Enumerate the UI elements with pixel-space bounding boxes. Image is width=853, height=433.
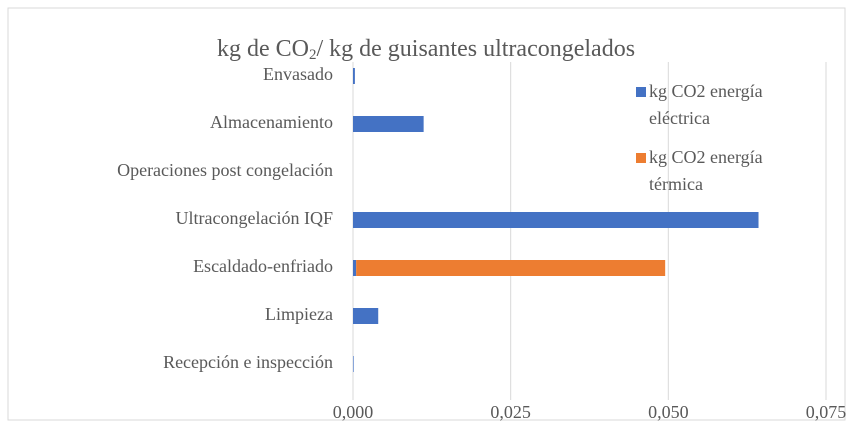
x-tick-label: 0,050 xyxy=(648,402,689,422)
y-tick-label: Escaldado-enfriado xyxy=(193,256,333,276)
y-tick-label: Recepción e inspección xyxy=(163,352,333,372)
x-tick-label: 0,000 xyxy=(333,402,374,422)
y-tick-label: Operaciones post congelación xyxy=(117,160,333,180)
bar xyxy=(353,212,759,228)
x-tick-label: 0,025 xyxy=(490,402,531,422)
title-part: / kg de guisantes ultracongelados xyxy=(316,36,635,62)
legend-label: kg CO2 energía térmica xyxy=(649,147,763,194)
y-tick-label: Ultracongelación IQF xyxy=(176,208,333,228)
legend-entry: kg CO2 energía térmica xyxy=(649,147,763,194)
title-part: kg de CO xyxy=(217,36,309,62)
title-subscript: 2 xyxy=(309,47,317,63)
x-tick-label: 0,075 xyxy=(806,402,847,422)
bar xyxy=(353,68,355,84)
bar xyxy=(353,116,424,132)
bar xyxy=(353,356,354,372)
y-tick-label: Envasado xyxy=(263,64,333,84)
bar xyxy=(353,260,357,276)
chart-title: kg de CO2/ kg de guisantes ultracongelad… xyxy=(217,36,635,64)
legend-swatch xyxy=(636,153,646,163)
y-tick-label: Limpieza xyxy=(265,304,333,324)
legend-swatch xyxy=(636,87,646,97)
bar xyxy=(356,260,666,276)
bar xyxy=(353,308,379,324)
y-tick-label: Almacenamiento xyxy=(210,112,333,132)
legend-entry: kg CO2 energía eléctrica xyxy=(649,81,763,128)
legend-label: kg CO2 energía eléctrica xyxy=(649,81,763,128)
